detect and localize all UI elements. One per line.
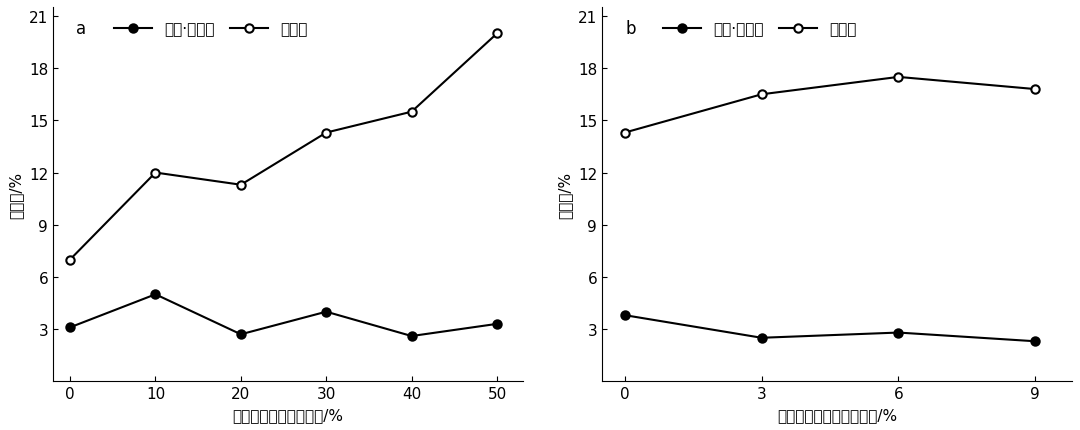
Line: 烘箱法: 烘箱法 (66, 30, 501, 264)
卡尔·费休法 (234, 332, 247, 337)
X-axis label: 添加甘油的质量百分数/%: 添加甘油的质量百分数/% (232, 407, 343, 422)
卡尔·费休法 (619, 313, 632, 318)
Line: 卡尔·费休法: 卡尔·费休法 (66, 290, 501, 341)
Legend: 卡尔·费休法, 烘箱法: 卡尔·费休法, 烘箱法 (657, 16, 863, 43)
烘箱法 (234, 183, 247, 188)
Text: a: a (77, 19, 86, 37)
烘箱法 (619, 131, 632, 136)
Line: 卡尔·费休法: 卡尔·费休法 (621, 311, 1039, 346)
X-axis label: 添加绿薄荷的质量百分数/%: 添加绿薄荷的质量百分数/% (777, 407, 896, 422)
烘箱法 (1029, 87, 1042, 92)
Y-axis label: 含水率/%: 含水率/% (9, 171, 24, 218)
卡尔·费休法 (755, 335, 768, 341)
卡尔·费休法 (490, 322, 503, 327)
Line: 烘箱法: 烘箱法 (621, 74, 1039, 138)
Legend: 卡尔·费休法, 烘箱法: 卡尔·费休法, 烘箱法 (108, 16, 314, 43)
烘箱法 (490, 32, 503, 37)
烘箱法 (64, 257, 77, 262)
烘箱法 (405, 110, 418, 115)
Text: b: b (625, 19, 636, 37)
烘箱法 (320, 131, 333, 136)
烘箱法 (755, 92, 768, 98)
Y-axis label: 含水率/%: 含水率/% (557, 171, 572, 218)
卡尔·费休法 (64, 325, 77, 330)
卡尔·费休法 (405, 334, 418, 339)
卡尔·费休法 (149, 292, 162, 297)
卡尔·费休法 (320, 309, 333, 314)
卡尔·费休法 (1029, 339, 1042, 344)
卡尔·费休法 (892, 330, 905, 335)
烘箱法 (892, 75, 905, 80)
烘箱法 (149, 171, 162, 176)
